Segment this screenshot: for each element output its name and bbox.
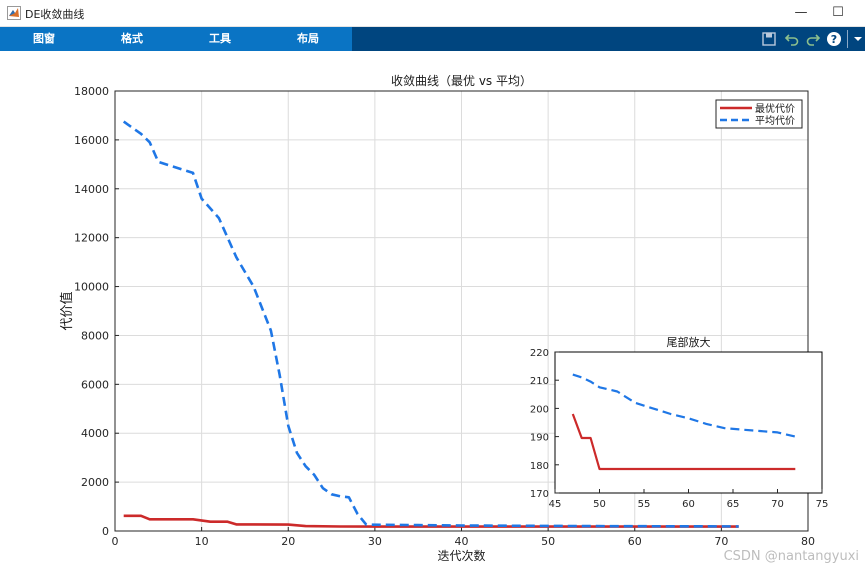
minimize-button[interactable]: —	[794, 5, 808, 20]
legend-label: 平均代价	[755, 115, 795, 127]
figure-svg[interactable]: 0 10 20 30 40 50 60 70 80 0 2000 4000 6000 8000 10000 1…	[0, 51, 865, 567]
y-tick-label: 210	[530, 376, 549, 387]
series-line-best	[571, 413, 796, 471]
chevron-down-icon[interactable]	[850, 31, 865, 47]
y-tick-label: 12000	[74, 232, 109, 245]
axes-background	[555, 352, 822, 493]
x-tick-label: 80	[801, 535, 815, 548]
toolbar-tabs: 图窗 格式 工具 布局	[0, 27, 352, 51]
y-tick-label: 16000	[74, 134, 109, 147]
chart-title: 收敛曲线（最优 vs 平均）	[391, 73, 532, 88]
y-tick-label: 170	[530, 489, 549, 500]
x-tick-label: 60	[628, 535, 642, 548]
tab-layout[interactable]: 布局	[297, 32, 319, 45]
x-tick-label: 65	[727, 499, 740, 510]
y-tick-label: 190	[530, 433, 549, 444]
y-tick-label: 4000	[81, 427, 109, 440]
x-tick-label: 45	[549, 499, 562, 510]
x-tick-label: 75	[816, 499, 829, 510]
maximize-button[interactable]: ☐	[832, 5, 844, 20]
tab-figure[interactable]: 图窗	[33, 32, 55, 45]
tab-tools[interactable]: 工具	[209, 32, 231, 45]
series-line-average	[122, 120, 739, 528]
y-tick-label: 0	[102, 525, 109, 538]
series-line-average	[572, 373, 796, 438]
figure-canvas: 0 10 20 30 40 50 60 70 80 0 2000 4000 6000 8000 10000 1…	[0, 51, 865, 567]
y-axis-label: 代价值	[59, 291, 75, 330]
legend-label: 最优代价	[755, 102, 795, 115]
help-icon[interactable]: ?	[826, 31, 842, 47]
tab-format[interactable]: 格式	[121, 32, 143, 45]
x-tick-label: 55	[638, 499, 651, 510]
matlab-logo-icon	[7, 6, 21, 20]
y-tick-label: 200	[530, 404, 549, 415]
window-title: DE收敛曲线	[25, 8, 85, 21]
y-tick-label: 2000	[81, 476, 109, 489]
x-tick-label: 50	[593, 499, 606, 510]
y-tick-label: 6000	[81, 378, 109, 391]
x-tick-label: 50	[541, 535, 555, 548]
y-tick-label: 18000	[74, 85, 109, 98]
toolbar-separator	[847, 30, 848, 48]
x-tick-label: 70	[714, 535, 728, 548]
save-icon[interactable]	[761, 31, 777, 47]
legend-box	[715, 99, 803, 129]
svg-text:?: ?	[831, 33, 837, 46]
y-tick-label: 10000	[74, 281, 109, 294]
x-tick-label: 60	[682, 499, 695, 510]
figure-toolbar: 图窗 格式 工具 布局 ?	[0, 27, 865, 51]
x-tick-label: 30	[368, 535, 382, 548]
x-tick-label: 70	[771, 499, 784, 510]
undo-icon[interactable]	[784, 31, 800, 47]
y-tick-label: 220	[530, 348, 549, 359]
x-tick-label: 10	[195, 535, 209, 548]
inset-axes: 45 50 55 60 65 70 75 170 180 190 200 210 220 尾部放大	[530, 335, 828, 510]
y-tick-label: 180	[530, 461, 549, 472]
chart-title: 尾部放大	[667, 335, 711, 349]
y-tick-label: 14000	[74, 183, 109, 196]
window-titlebar: DE收敛曲线 — ☐	[0, 0, 865, 27]
x-tick-label: 0	[112, 535, 119, 548]
x-tick-label: 20	[281, 535, 295, 548]
y-tick-label: 8000	[81, 329, 109, 342]
x-tick-label: 40	[455, 535, 469, 548]
x-axis-label: 迭代次数	[437, 548, 485, 563]
redo-icon[interactable]	[805, 31, 821, 47]
watermark: CSDN @nantangyuxi	[723, 549, 859, 564]
